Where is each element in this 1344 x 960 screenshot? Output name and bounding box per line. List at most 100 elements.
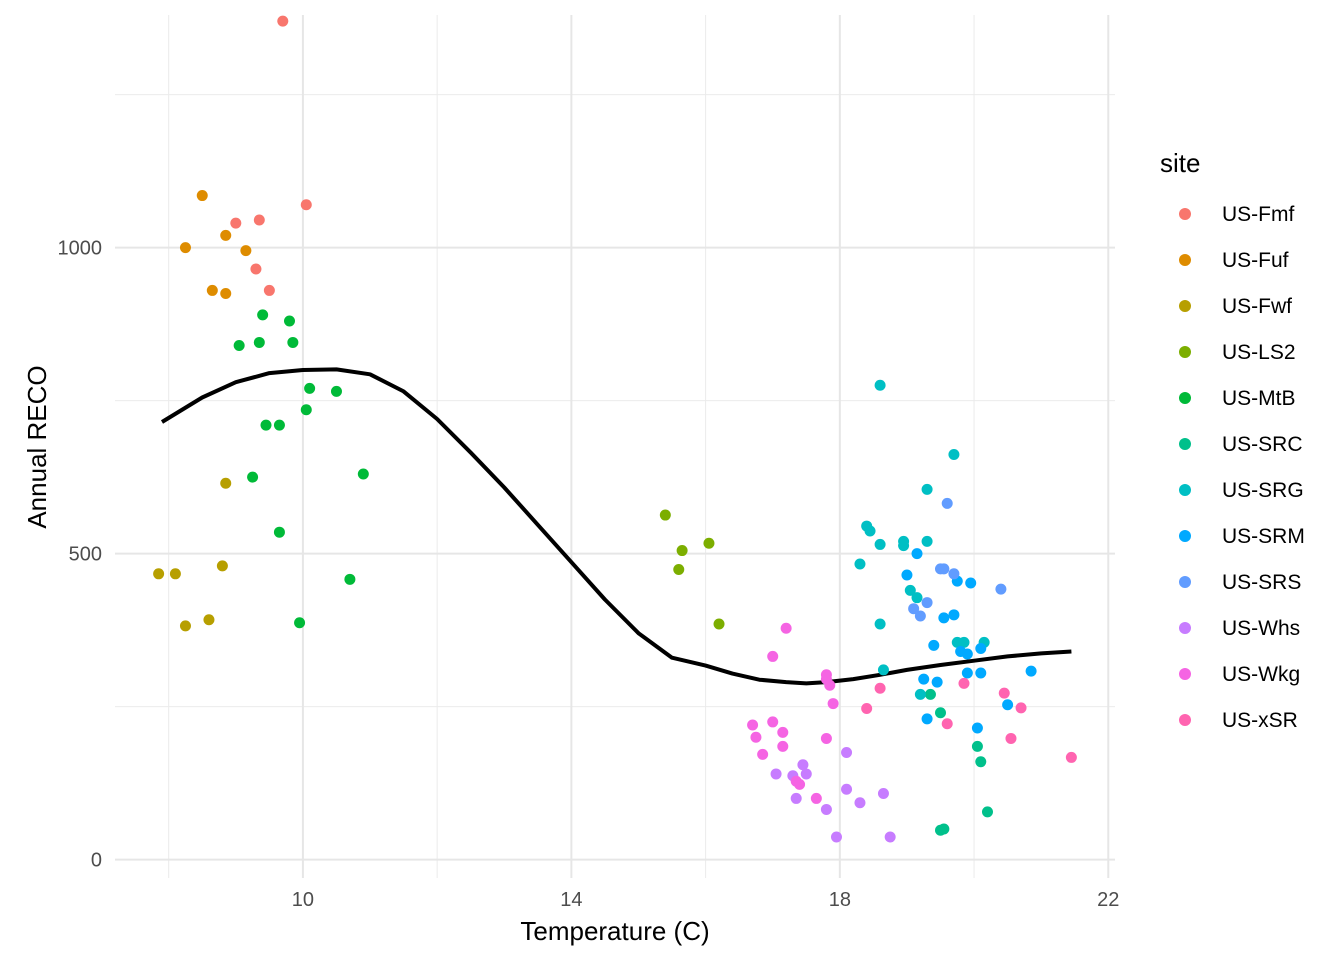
- data-point: [179, 242, 191, 254]
- data-point: [941, 718, 953, 730]
- data-point: [975, 667, 987, 679]
- data-point: [810, 792, 822, 804]
- data-point: [770, 768, 782, 780]
- data-point: [777, 726, 789, 738]
- data-point: [240, 245, 252, 257]
- scatter-points: [153, 15, 1077, 843]
- data-point: [921, 483, 933, 495]
- legend: site US-Fmf US-Fuf US-Fwf US-LS2 US-MtB US-SR…: [1160, 148, 1305, 732]
- data-point: [961, 648, 973, 660]
- data-point: [874, 682, 886, 694]
- data-point: [981, 806, 993, 818]
- data-point: [220, 287, 232, 299]
- data-point: [304, 382, 316, 394]
- x-tick-label: 22: [1097, 889, 1119, 911]
- data-point: [263, 284, 275, 296]
- data-point: [247, 471, 259, 483]
- data-point: [874, 379, 886, 391]
- data-point: [206, 284, 218, 296]
- legend-key: [1179, 346, 1191, 358]
- legend-key: [1179, 392, 1191, 404]
- x-axis-title: Temperature (C): [520, 916, 709, 946]
- legend-label: US-Fmf: [1222, 203, 1294, 226]
- legend-key: [1179, 208, 1191, 220]
- data-point: [277, 15, 289, 27]
- data-point: [921, 713, 933, 725]
- data-point: [250, 263, 262, 275]
- data-point: [253, 336, 265, 348]
- data-point: [797, 759, 809, 771]
- legend-items: US-Fmf US-Fuf US-Fwf US-LS2 US-MtB US-SRC US-S…: [1179, 203, 1305, 732]
- data-point: [1015, 702, 1027, 714]
- data-point: [757, 748, 769, 760]
- data-point: [864, 525, 876, 537]
- data-point: [854, 558, 866, 570]
- data-point: [216, 560, 228, 572]
- data-point: [203, 614, 215, 626]
- data-point: [874, 538, 886, 550]
- data-point: [901, 569, 913, 581]
- legend-label: US-Wkg: [1222, 663, 1300, 686]
- data-point: [921, 597, 933, 609]
- data-point: [820, 803, 832, 815]
- data-point: [1025, 665, 1037, 677]
- x-tick-label: 10: [292, 889, 314, 911]
- data-point: [931, 676, 943, 688]
- data-point: [874, 618, 886, 630]
- data-point: [935, 707, 947, 719]
- data-point: [921, 535, 933, 547]
- data-point: [659, 509, 671, 521]
- data-point: [196, 190, 208, 202]
- data-point: [924, 688, 936, 700]
- data-point: [790, 792, 802, 804]
- data-point: [911, 548, 923, 560]
- data-point: [971, 740, 983, 752]
- data-point: [230, 217, 242, 229]
- data-point: [179, 620, 191, 632]
- legend-key: [1179, 484, 1191, 496]
- data-point: [884, 831, 896, 843]
- data-point: [898, 540, 910, 552]
- legend-label: US-LS2: [1222, 341, 1296, 364]
- data-point: [971, 722, 983, 734]
- data-point: [948, 568, 960, 580]
- data-point: [914, 688, 926, 700]
- legend-label: US-Whs: [1222, 617, 1300, 640]
- data-point: [283, 315, 295, 327]
- data-point: [998, 687, 1010, 699]
- data-point: [800, 768, 812, 780]
- data-point: [824, 679, 836, 691]
- data-point: [830, 831, 842, 843]
- data-point: [220, 229, 232, 241]
- data-point: [747, 719, 759, 731]
- data-point: [877, 788, 889, 800]
- legend-key: [1179, 530, 1191, 542]
- data-point: [918, 673, 930, 685]
- data-point: [928, 639, 940, 651]
- data-point: [841, 747, 853, 759]
- data-point: [673, 564, 685, 576]
- legend-key: [1179, 576, 1191, 588]
- data-point: [914, 610, 926, 622]
- data-point: [294, 617, 306, 629]
- data-point: [951, 636, 963, 648]
- data-point: [287, 336, 299, 348]
- data-point: [344, 573, 356, 585]
- legend-key: [1179, 438, 1191, 450]
- data-point: [169, 568, 181, 580]
- data-point: [257, 309, 269, 321]
- data-point: [767, 716, 779, 728]
- data-point: [904, 584, 916, 596]
- data-point: [253, 214, 265, 226]
- smooth-fit-line: [160, 367, 1072, 686]
- data-point: [938, 823, 950, 835]
- legend-title: site: [1160, 148, 1200, 178]
- legend-label: US-Fuf: [1222, 249, 1289, 272]
- data-point: [1065, 751, 1077, 763]
- data-point: [300, 404, 312, 416]
- legend-label: US-MtB: [1222, 387, 1296, 410]
- data-point: [220, 477, 232, 489]
- data-point: [153, 568, 165, 580]
- data-point: [948, 448, 960, 460]
- y-axis-title: Annual RECO: [22, 365, 52, 528]
